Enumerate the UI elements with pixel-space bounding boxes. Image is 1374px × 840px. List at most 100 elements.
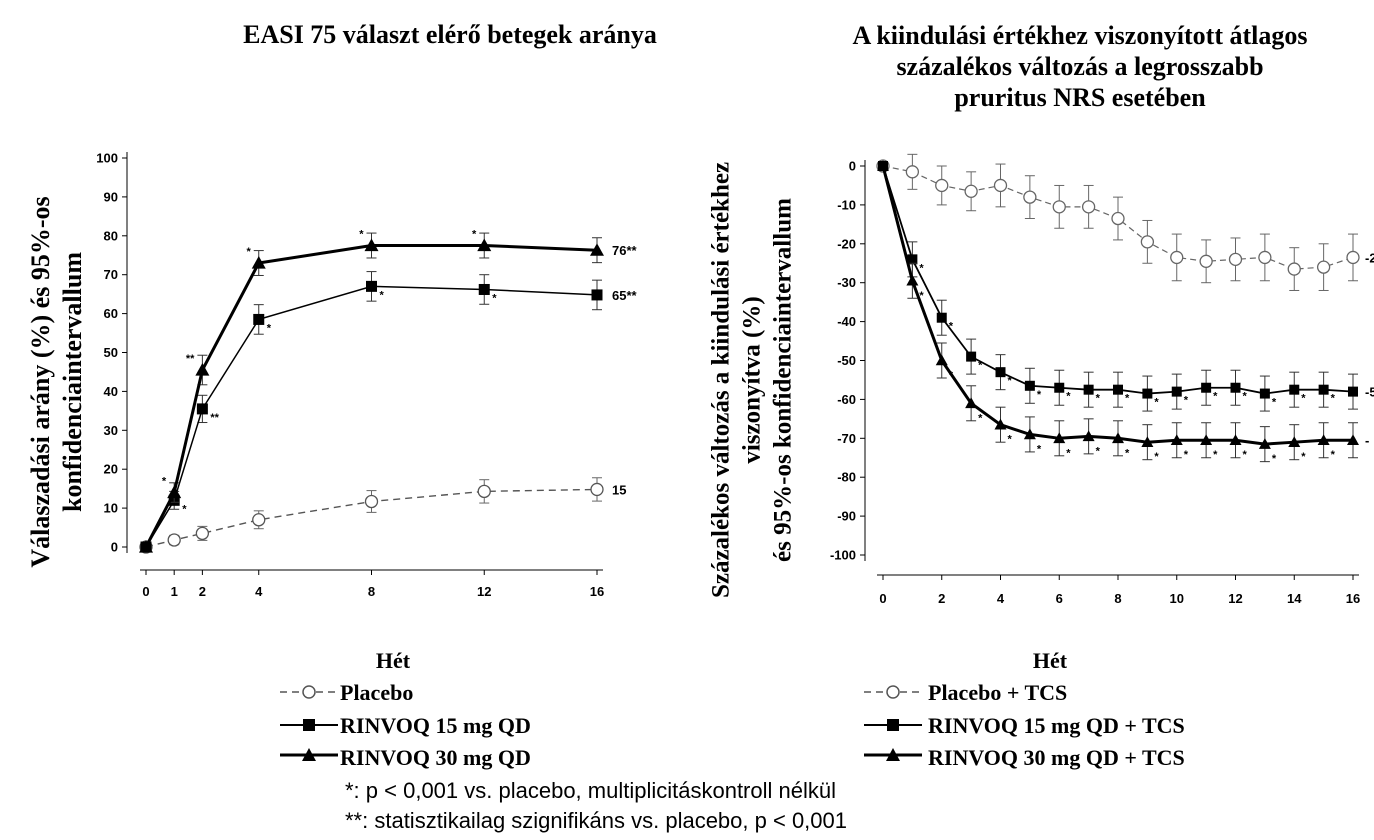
- data-point: [1024, 380, 1035, 391]
- significance-star: *: [1125, 393, 1130, 405]
- significance-star: **: [210, 412, 219, 424]
- significance-star: *: [1096, 445, 1101, 457]
- x-tick-label: 16: [1346, 591, 1360, 606]
- data-point: [1083, 384, 1094, 395]
- data-point: [196, 403, 208, 415]
- legend-left-30mg: RINVOQ 30 mg QD: [340, 745, 531, 770]
- data-point: [167, 485, 182, 499]
- data-point: [1111, 211, 1125, 226]
- data-point: [1171, 386, 1182, 397]
- end-value-label: 76**: [612, 243, 638, 258]
- series-rinvoq-30-mg-qd: ***** *76**: [139, 229, 638, 553]
- legend-placebo-marker: [302, 685, 316, 699]
- x-tick-label: 16: [590, 584, 604, 599]
- data-point: [1259, 388, 1270, 399]
- data-point: [251, 256, 266, 269]
- data-point: [877, 160, 889, 171]
- significance-star: *: [1331, 449, 1336, 461]
- data-point: [966, 351, 977, 362]
- legend-placebo-tcs-marker: [886, 685, 900, 699]
- left-chart-title: EASI 75 választ elérő betegek aránya: [243, 20, 657, 49]
- x-tick-label: 6: [1056, 591, 1063, 606]
- data-point: [1141, 436, 1154, 447]
- end-value-label: -2: [1365, 250, 1374, 265]
- y-tick-label: 20: [104, 462, 118, 477]
- significance-star: *: [380, 289, 385, 301]
- data-point: [1081, 200, 1096, 214]
- data-point: [478, 283, 490, 295]
- y-tick-label: 10: [104, 501, 118, 516]
- y-tick-label: 90: [104, 189, 118, 204]
- left-x-axis-label: Hét: [375, 648, 411, 673]
- significance-star: *: [1331, 393, 1336, 405]
- y-tick-label: -10: [837, 197, 856, 212]
- x-tick-label: 4: [255, 584, 263, 599]
- right-title-line-2: százalékos változás a legrosszabb: [896, 52, 1264, 81]
- x-tick-label: 14: [1287, 591, 1302, 606]
- series-rinvoq-30-mg-qd-tcs: * * * * * * * * * * * * * * * -: [877, 160, 1369, 465]
- significance-star: *: [949, 321, 954, 333]
- data-point: [590, 243, 604, 256]
- right-x-axis-label: Hét: [1032, 648, 1068, 673]
- significance-star: *: [1008, 375, 1013, 387]
- data-point: [1113, 384, 1123, 395]
- data-point: [477, 484, 491, 499]
- legend-left-15mg: RINVOQ 15 mg QD: [340, 713, 531, 738]
- x-tick-label: 0: [879, 591, 886, 606]
- significance-star: *: [359, 229, 364, 241]
- y-tick-label: -20: [837, 236, 856, 251]
- y-tick-label: 100: [96, 151, 118, 166]
- significance-star: *: [1125, 447, 1130, 459]
- y-tick-label: 30: [104, 423, 118, 438]
- data-point: [1318, 384, 1329, 395]
- y-tick-label: 80: [104, 228, 118, 243]
- end-value-label: 15: [612, 482, 626, 497]
- significance-star: *: [978, 360, 983, 372]
- data-point: [936, 312, 947, 323]
- legend-15mg-tcs-marker: [887, 719, 899, 731]
- significance-star: *: [472, 229, 477, 241]
- legend-right-30mg: RINVOQ 30 mg QD + TCS: [928, 745, 1185, 770]
- data-point: [1287, 262, 1301, 276]
- data-point: [907, 254, 918, 265]
- data-point: [1023, 190, 1037, 204]
- significance-star: **: [186, 353, 195, 365]
- x-tick-label: 12: [477, 584, 491, 599]
- data-point: [1140, 235, 1155, 249]
- data-point: [995, 367, 1006, 378]
- significance-star: *: [978, 412, 983, 424]
- data-point: [366, 280, 377, 292]
- x-tick-label: 4: [997, 591, 1005, 606]
- data-point: [1258, 438, 1271, 449]
- significance-star: *: [919, 262, 924, 274]
- y-tick-label: 0: [111, 540, 118, 555]
- data-point: [1316, 260, 1331, 274]
- significance-star: *: [1184, 449, 1189, 461]
- data-point: [591, 289, 603, 301]
- data-point: [1288, 436, 1301, 447]
- y-tick-label: -90: [837, 509, 856, 524]
- data-point: [935, 178, 949, 193]
- data-point: [1317, 434, 1330, 446]
- footnote-2: **: statisztikailag szignifikáns vs. pla…: [345, 808, 847, 833]
- data-point: [993, 178, 1008, 193]
- significance-star: *: [919, 290, 924, 302]
- series-rinvoq-15-mg-qd: ***** * 65**: [140, 271, 638, 553]
- data-point: [1023, 428, 1036, 440]
- data-point: [1170, 250, 1184, 265]
- significance-star: *: [1213, 449, 1218, 461]
- data-point: [1346, 250, 1360, 265]
- data-point: [994, 418, 1007, 430]
- data-point: [1289, 384, 1300, 395]
- significance-star: *: [1066, 391, 1071, 403]
- data-point: [477, 238, 492, 252]
- x-tick-label: 8: [1114, 591, 1121, 606]
- data-point: [1230, 382, 1241, 393]
- significance-star: *: [1154, 397, 1159, 409]
- data-point: [364, 238, 379, 252]
- y-tick-label: -100: [830, 548, 856, 563]
- significance-star: *: [246, 246, 251, 258]
- x-tick-label: 10: [1170, 591, 1184, 606]
- series-placebo-tcs: -2: [876, 153, 1374, 291]
